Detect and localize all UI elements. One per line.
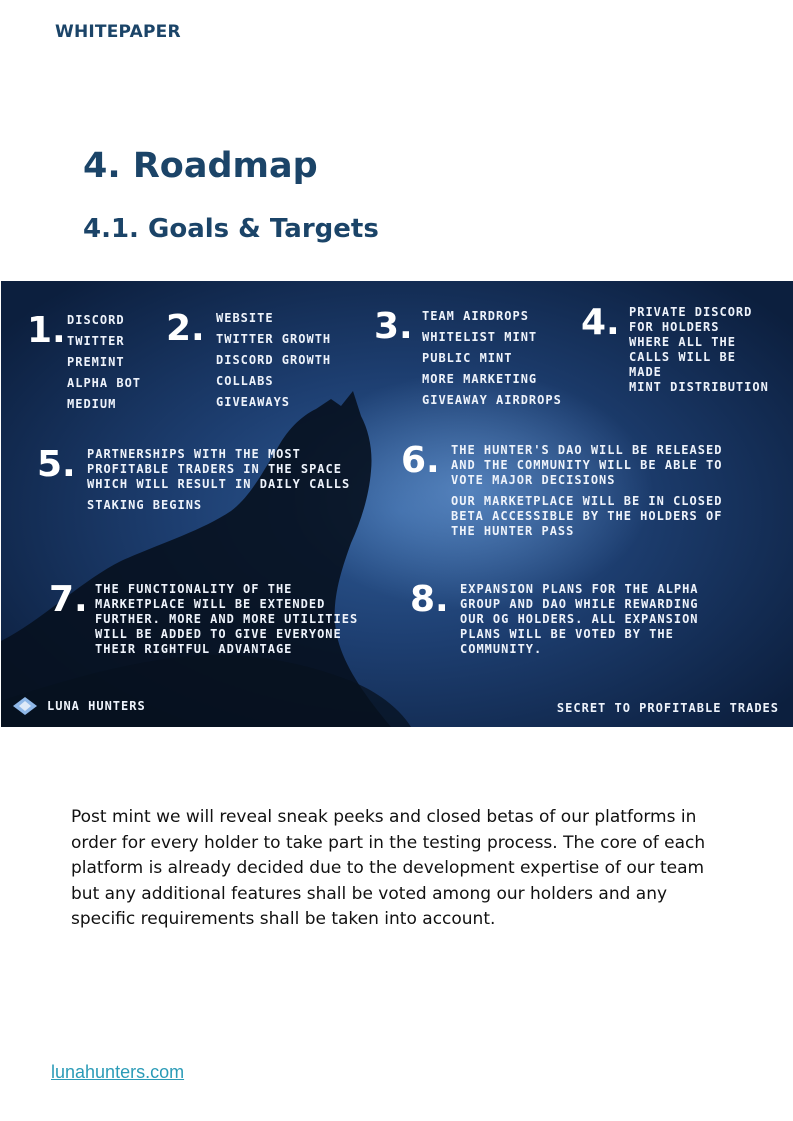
step-item: PARTNERSHIPS WITH THE MOST <box>87 447 301 461</box>
step-item: DISCORD <box>67 313 125 327</box>
step-item: MADE <box>629 365 662 379</box>
step-item: COMMUNITY. <box>460 642 543 656</box>
roadmap-banner: 1. DISCORD TWITTER PREMINT ALPHA BOT MED… <box>1 281 793 727</box>
step-item: STAKING BEGINS <box>87 498 203 512</box>
step-item: THE HUNTER'S DAO WILL BE RELEASED <box>451 443 723 457</box>
body-paragraph: Post mint we will reveal sneak peeks and… <box>71 807 706 929</box>
step-item: WHERE ALL THE <box>629 335 736 349</box>
roadmap-step-5: 5. PARTNERSHIPS WITH THE MOST PROFITABLE… <box>37 447 382 513</box>
step-item: TWITTER GROWTH <box>216 332 332 346</box>
step-item: COLLABS <box>216 374 274 388</box>
step-item: FURTHER. MORE AND MORE UTILITIES <box>95 612 359 626</box>
step-item: EXPANSION PLANS FOR THE ALPHA <box>460 582 699 596</box>
step-item: WEBSITE <box>216 311 274 325</box>
step-item: PUBLIC MINT <box>422 351 513 365</box>
diamond-logo-icon <box>13 697 37 715</box>
roadmap-step-1: 1. DISCORD TWITTER PREMINT ALPHA BOT MED… <box>27 313 197 412</box>
roadmap-step-7: 7. THE FUNCTIONALITY OF THE MARKETPLACE … <box>49 582 394 657</box>
step-number: 3. <box>374 306 413 347</box>
step-number: 1. <box>27 310 66 351</box>
step-item: AND THE COMMUNITY WILL BE ABLE TO <box>451 458 723 472</box>
step-item: PROFITABLE TRADERS IN THE SPACE <box>87 462 342 476</box>
wolf-silhouette-image <box>1 391 411 727</box>
step-item: WHITELIST MINT <box>422 330 538 344</box>
step-item: DISCORD GROWTH <box>216 353 332 367</box>
step-item: TEAM AIRDROPS <box>422 309 529 323</box>
step-item: PRIVATE DISCORD <box>629 305 753 319</box>
step-item: OUR MARKETPLACE WILL BE IN CLOSED <box>451 494 723 508</box>
step-item: ALPHA BOT <box>67 376 142 390</box>
step-item: MEDIUM <box>67 397 117 411</box>
section-title: 4. Roadmap <box>83 146 318 186</box>
step-item: WHICH WILL RESULT IN DAILY CALLS <box>87 477 351 491</box>
step-item: VOTE MAJOR DECISIONS <box>451 473 616 487</box>
footer-website-link[interactable]: lunahunters.com <box>51 1062 185 1082</box>
step-number: 6. <box>401 440 440 481</box>
step-item: MINT DISTRIBUTION <box>629 380 769 394</box>
step-item: GIVEAWAYS <box>216 395 291 409</box>
roadmap-step-2: 2. WEBSITE TWITTER GROWTH DISCORD GROWTH… <box>166 311 366 410</box>
step-item: BETA ACCESSIBLE BY THE HOLDERS OF <box>451 509 723 523</box>
step-item: GROUP AND DAO WHILE REWARDING <box>460 597 699 611</box>
step-item: CALLS WILL BE <box>629 350 736 364</box>
step-item: MORE MARKETING <box>422 372 538 386</box>
header-label: WHITEPAPER <box>55 22 181 42</box>
step-item: TWITTER <box>67 334 125 348</box>
step-item: FOR HOLDERS <box>629 320 720 334</box>
step-number: 5. <box>37 444 76 485</box>
step-item: THEIR RIGHTFUL ADVANTAGE <box>95 642 293 656</box>
step-item: GIVEAWAY AIRDROPS <box>422 393 562 407</box>
step-number: 7. <box>49 579 88 620</box>
roadmap-step-3: 3. TEAM AIRDROPS WHITELIST MINT PUBLIC M… <box>374 309 574 408</box>
roadmap-step-8: 8. EXPANSION PLANS FOR THE ALPHA GROUP A… <box>410 582 755 657</box>
step-number: 8. <box>410 579 449 620</box>
brand-name: LUNA HUNTERS <box>47 699 146 713</box>
subsection-title: 4.1. Goals & Targets <box>83 214 379 244</box>
step-item: MARKETPLACE WILL BE EXTENDED <box>95 597 326 611</box>
step-item: PLANS WILL BE VOTED BY THE <box>460 627 674 641</box>
step-number: 4. <box>581 302 620 343</box>
step-item: PREMINT <box>67 355 125 369</box>
step-item: THE HUNTER PASS <box>451 524 575 538</box>
step-item: THE FUNCTIONALITY OF THE <box>95 582 293 596</box>
roadmap-step-6: 6. THE HUNTER'S DAO WILL BE RELEASED AND… <box>401 443 771 539</box>
brand-logo: LUNA HUNTERS <box>13 697 146 715</box>
step-item: WILL BE ADDED TO GIVE EVERYONE <box>95 627 342 641</box>
roadmap-step-4: 4. PRIVATE DISCORD FOR HOLDERS WHERE ALL… <box>581 305 786 395</box>
step-item: OUR OG HOLDERS. ALL EXPANSION <box>460 612 699 626</box>
tagline: SECRET TO PROFITABLE TRADES <box>556 701 779 715</box>
step-number: 2. <box>166 308 205 349</box>
